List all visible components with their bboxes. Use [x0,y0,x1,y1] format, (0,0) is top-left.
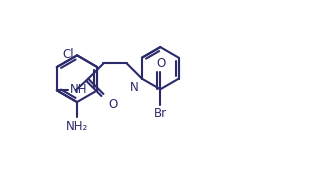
Text: O: O [157,57,166,70]
Text: Br: Br [154,107,167,120]
Text: NH₂: NH₂ [66,120,88,133]
Text: O: O [108,98,117,111]
Text: N: N [130,81,139,93]
Text: Cl: Cl [62,48,74,61]
Text: NH: NH [70,83,87,96]
